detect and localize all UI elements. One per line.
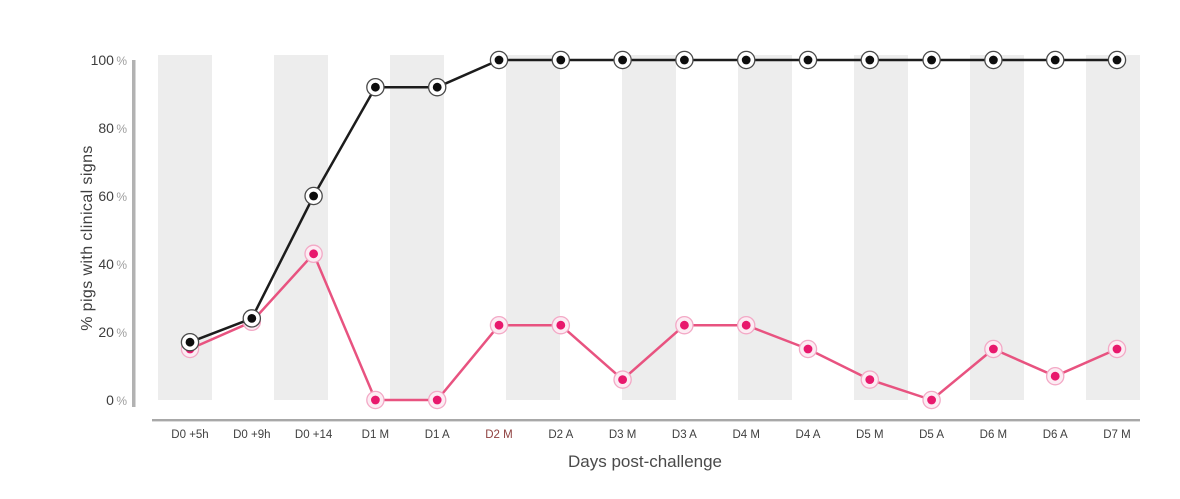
background-stripe xyxy=(390,55,444,400)
data-point-pink xyxy=(927,395,936,405)
x-tick-label: D0 +9h xyxy=(233,429,270,441)
x-tick-label: D7 M xyxy=(1103,429,1130,441)
data-point-pink xyxy=(309,249,318,259)
x-axis-title: Days post-challenge xyxy=(567,452,723,471)
y-tick-label: 60 % xyxy=(98,188,127,204)
data-point-black xyxy=(618,55,627,65)
x-tick-label: D5 A xyxy=(919,429,944,441)
x-tick-label: D0 +5h xyxy=(171,429,208,441)
x-tick-label: D6 A xyxy=(1043,429,1068,441)
data-point-black xyxy=(989,55,998,65)
y-axis-title: % pigs with clinical signs xyxy=(79,145,96,331)
data-point-black xyxy=(494,55,504,65)
background-stripe xyxy=(506,55,560,400)
data-point-black xyxy=(432,82,442,92)
data-point-black xyxy=(1050,55,1060,65)
data-point-pink xyxy=(989,344,998,354)
x-tick-label: D0 +14 xyxy=(295,429,333,441)
data-point-black xyxy=(185,337,195,347)
series-black-line xyxy=(189,58,1117,344)
data-point-pink xyxy=(1050,371,1060,381)
data-point-black xyxy=(247,314,257,323)
x-tick-label: D2 M xyxy=(485,429,512,441)
background-stripe xyxy=(738,55,792,400)
x-tick-label: D6 M xyxy=(980,429,1007,441)
data-point-pink xyxy=(865,375,875,384)
series-pink-line xyxy=(189,252,1118,402)
x-tick-label: D3 M xyxy=(609,429,636,441)
data-point-black xyxy=(309,191,318,201)
data-point-black xyxy=(865,55,875,65)
data-point-pink xyxy=(618,375,627,384)
y-tick-label: 80 % xyxy=(98,120,127,136)
data-point-pink xyxy=(494,320,504,330)
x-tick-label: D4 M xyxy=(732,429,759,441)
data-point-black xyxy=(741,55,751,65)
x-tick-label: D4 A xyxy=(796,429,821,441)
data-point-black xyxy=(803,55,813,65)
background-stripe xyxy=(274,55,328,400)
data-point-black xyxy=(1112,55,1122,65)
data-point-pink xyxy=(741,320,751,330)
y-tick-label: 20 % xyxy=(98,324,127,340)
data-point-pink xyxy=(556,320,566,330)
y-tick-label: 100 % xyxy=(91,52,128,68)
x-tick-label: D1 A xyxy=(425,429,450,441)
x-tick-label: D2 A xyxy=(548,429,573,441)
x-tick-label: D3 A xyxy=(672,429,697,441)
data-point-black xyxy=(371,82,380,92)
y-tick-label: 0 % xyxy=(106,392,127,408)
data-point-pink xyxy=(432,395,442,405)
data-point-pink xyxy=(371,395,380,405)
data-point-pink xyxy=(803,344,813,354)
x-axis-line xyxy=(152,419,1140,422)
y-tick-label: 40 % xyxy=(98,256,127,272)
background-stripe xyxy=(622,55,676,400)
y-axis-line xyxy=(132,60,136,407)
data-point-pink xyxy=(680,320,689,330)
data-point-black xyxy=(556,55,566,65)
data-point-black xyxy=(680,55,689,65)
data-point-pink xyxy=(1112,344,1122,354)
x-tick-label: D5 M xyxy=(856,429,883,441)
background-stripe xyxy=(854,55,908,400)
x-tick-label: D1 M xyxy=(362,429,389,441)
data-point-black xyxy=(927,55,936,65)
